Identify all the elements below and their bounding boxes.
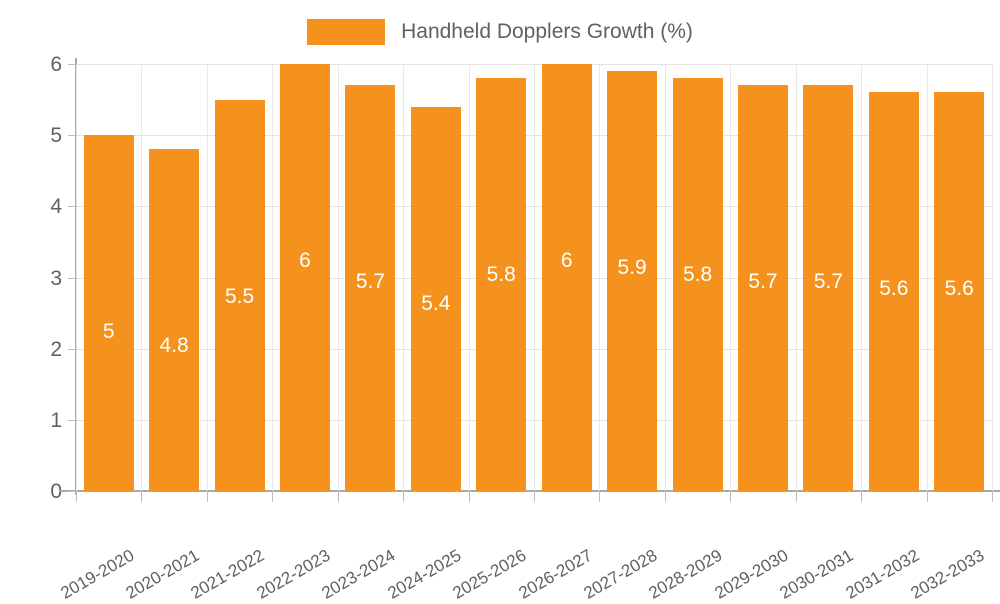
gridline-vertical bbox=[599, 64, 600, 491]
y-axis-tick bbox=[68, 64, 77, 65]
bar-value-label: 5.4 bbox=[421, 291, 451, 315]
x-axis-category-label: 2022-2023 bbox=[253, 545, 334, 603]
x-axis-tick bbox=[272, 492, 273, 502]
bar[interactable]: 5.8 bbox=[672, 78, 723, 491]
x-axis-tick bbox=[207, 492, 208, 502]
bar[interactable]: 5.6 bbox=[934, 92, 985, 491]
bar-value-label: 6 bbox=[299, 249, 311, 272]
x-axis-tick bbox=[469, 492, 470, 502]
x-axis-category-label: 2028-2029 bbox=[645, 545, 726, 603]
y-axis-tick bbox=[68, 491, 77, 492]
x-axis-tick bbox=[665, 492, 666, 502]
bar[interactable]: 5.7 bbox=[803, 85, 854, 491]
y-axis-tick-label: 5 bbox=[50, 124, 62, 148]
gridline-vertical bbox=[730, 64, 731, 491]
gridline-vertical bbox=[207, 64, 208, 491]
y-axis-tick bbox=[68, 277, 77, 279]
bar[interactable]: 6 bbox=[280, 64, 330, 491]
bar[interactable]: 6 bbox=[541, 64, 592, 491]
gridline-vertical bbox=[796, 64, 797, 491]
gridline-vertical bbox=[403, 64, 404, 491]
y-axis-tick bbox=[68, 206, 77, 208]
y-axis-tick bbox=[68, 135, 77, 137]
y-axis-tick-label: 1 bbox=[50, 408, 62, 432]
x-axis-category-label: 2026-2027 bbox=[515, 545, 595, 603]
bar[interactable]: 5.5 bbox=[214, 99, 265, 491]
bar-value-label: 5.7 bbox=[813, 270, 844, 294]
bar-value-label: 5.5 bbox=[224, 284, 255, 308]
x-axis-tick bbox=[599, 492, 600, 502]
x-axis-tick bbox=[534, 492, 535, 502]
y-axis-tick-label: 3 bbox=[50, 266, 62, 290]
x-axis-category-label: 2031-2032 bbox=[842, 545, 923, 603]
x-axis-category-label: 2019-2020 bbox=[57, 545, 137, 603]
x-axis-tick bbox=[403, 492, 404, 502]
x-axis-tick bbox=[141, 492, 142, 502]
x-axis-tick bbox=[992, 492, 993, 502]
x-axis-category-label: 2020-2021 bbox=[122, 545, 203, 603]
x-axis-category-label: 2027-2028 bbox=[580, 545, 661, 603]
y-axis-labels: 0 1 2 3 4 5 6 bbox=[0, 0, 62, 600]
gridline-vertical bbox=[141, 64, 142, 491]
chart-legend: Handheld Dopplers Growth (%) bbox=[0, 12, 1000, 52]
gridline-vertical bbox=[861, 64, 862, 491]
bar-value-label: 5 bbox=[102, 320, 115, 344]
x-axis-tick bbox=[730, 492, 731, 502]
x-axis-category-label: 2032-2033 bbox=[907, 545, 988, 603]
bar-value-label: 5.8 bbox=[486, 263, 516, 287]
bar[interactable]: 4.8 bbox=[149, 149, 200, 491]
y-axis-tick-label: 6 bbox=[50, 53, 62, 76]
bar[interactable]: 5 bbox=[83, 135, 134, 491]
x-axis-tick bbox=[861, 492, 862, 502]
y-axis-tick-label: 2 bbox=[50, 337, 62, 361]
bar[interactable]: 5.7 bbox=[345, 85, 396, 491]
gridline-vertical bbox=[665, 64, 666, 491]
bar-value-label: 6 bbox=[560, 249, 573, 272]
x-axis-category-label: 2030-2031 bbox=[776, 545, 857, 603]
gridline-vertical bbox=[469, 64, 470, 491]
y-axis-tick bbox=[68, 419, 77, 421]
bar[interactable]: 5.9 bbox=[607, 71, 658, 491]
legend-color-swatch bbox=[307, 19, 386, 45]
x-axis-line bbox=[60, 490, 1000, 492]
x-axis-category-label: 2021-2022 bbox=[187, 545, 268, 603]
x-axis-tick bbox=[338, 492, 339, 502]
gridline-vertical bbox=[992, 64, 993, 491]
gridline-vertical bbox=[534, 64, 535, 491]
bar[interactable]: 5.6 bbox=[868, 92, 919, 491]
bar-value-label: 5.9 bbox=[617, 256, 647, 280]
bar[interactable]: 5.4 bbox=[410, 106, 461, 491]
bar-value-label: 5.7 bbox=[748, 270, 778, 294]
bar-value-label: 5.7 bbox=[355, 270, 386, 294]
y-axis-tick-label: 4 bbox=[50, 195, 62, 219]
bar-value-label: 4.8 bbox=[159, 334, 189, 358]
x-axis-category-label: 2024-2025 bbox=[384, 545, 465, 603]
legend-label: Handheld Dopplers Growth (%) bbox=[401, 20, 693, 43]
bar-value-label: 5.8 bbox=[682, 263, 713, 287]
x-axis-category-label: 2029-2030 bbox=[711, 545, 792, 603]
gridline-vertical bbox=[338, 64, 339, 491]
bar-value-label: 5.6 bbox=[944, 277, 974, 301]
x-axis-tick bbox=[796, 492, 797, 502]
y-axis-tick-label: 0 bbox=[50, 480, 62, 503]
bar[interactable]: 5.8 bbox=[476, 78, 527, 491]
gridline-vertical bbox=[272, 64, 273, 491]
x-axis-category-label: 2023-2024 bbox=[318, 545, 399, 603]
plot-area: 5 4.8 5.5 6 5.7 5.4 5.8 6 5.9 5.8 5.7 5.7 5.6 5.6 bbox=[76, 64, 993, 491]
x-axis-category-label: 2025-2026 bbox=[449, 545, 530, 603]
x-axis-tick bbox=[927, 492, 928, 502]
gridline-vertical bbox=[927, 64, 928, 491]
y-axis-tick bbox=[68, 348, 77, 350]
bar-value-label: 5.6 bbox=[879, 277, 909, 301]
x-axis-tick bbox=[76, 492, 77, 502]
bar[interactable]: 5.7 bbox=[738, 85, 788, 491]
